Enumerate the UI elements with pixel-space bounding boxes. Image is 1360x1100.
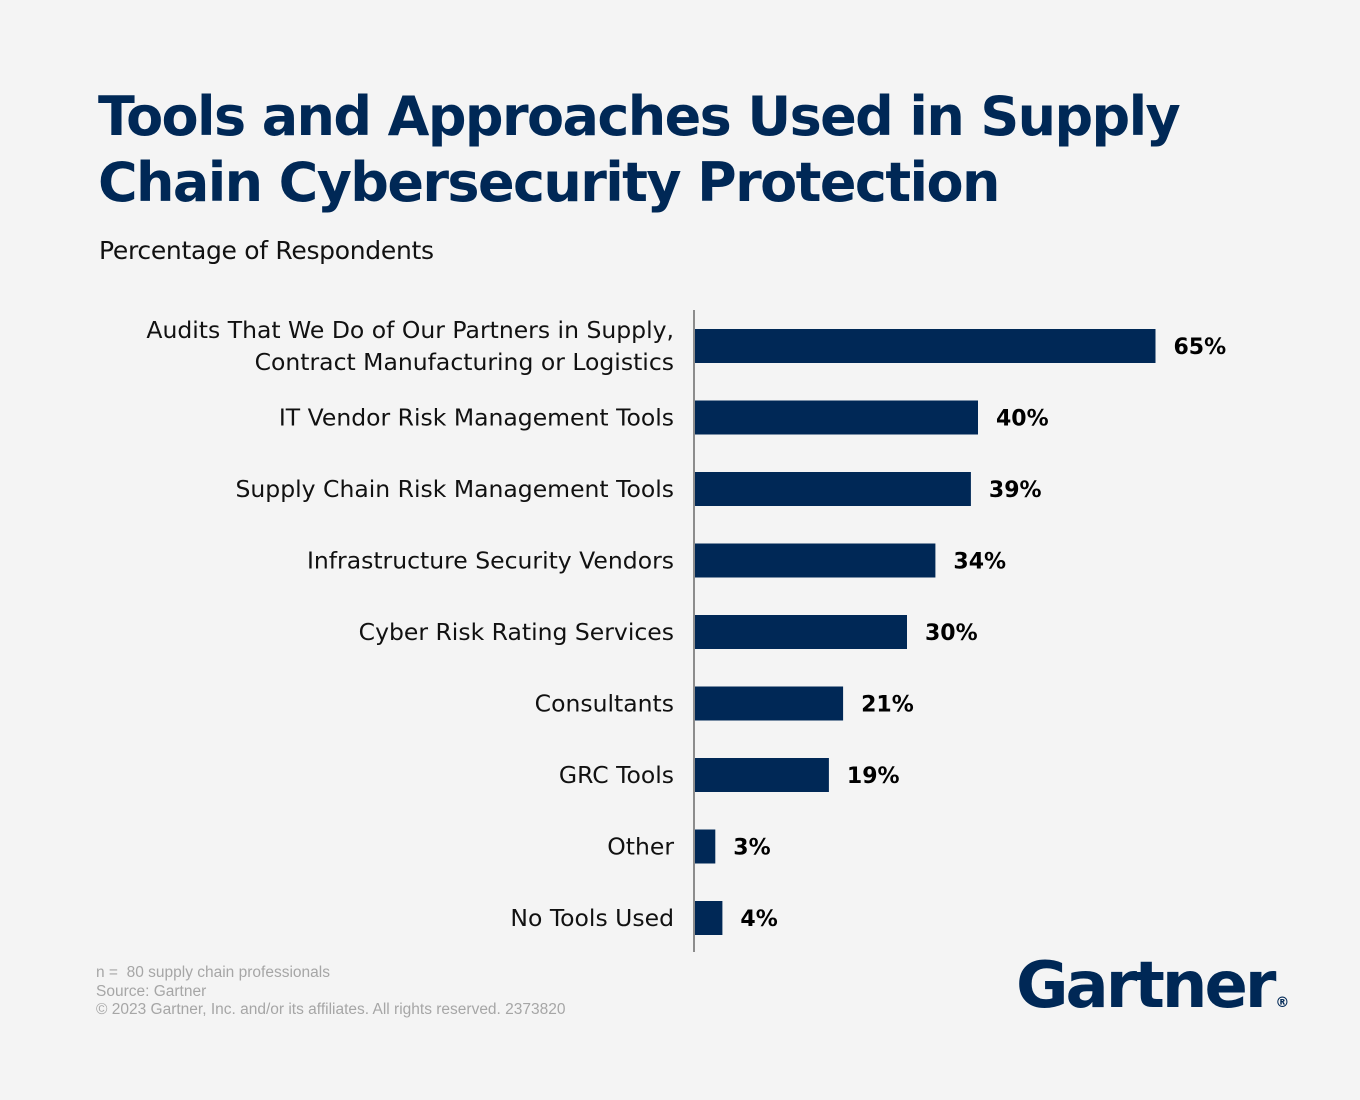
category-label: Supply Chain Risk Management Tools xyxy=(236,475,675,503)
registered-mark: ® xyxy=(1275,995,1290,1011)
category-label: Consultants xyxy=(535,690,674,718)
value-label: 65% xyxy=(1174,335,1227,360)
category-label: Audits That We Do of Our Partners in Sup… xyxy=(146,316,674,344)
chart-title: Tools and Approaches Used in Supply Chai… xyxy=(98,85,1181,214)
value-label: 39% xyxy=(989,478,1042,503)
bar xyxy=(694,686,844,721)
gartner-logo: Gartner ® xyxy=(1016,946,1289,1043)
footnote-sample-size: n = 80 supply chain professionals xyxy=(96,964,330,981)
category-label: GRC Tools xyxy=(559,761,674,789)
value-label: 34% xyxy=(953,550,1006,575)
footnote-source: Source: Gartner xyxy=(96,982,207,1000)
value-label: 40% xyxy=(996,407,1049,432)
bar xyxy=(694,400,978,435)
category-label: IT Vendor Risk Management Tools xyxy=(279,404,674,432)
footnotes: n = 80 supply chain professionals Source… xyxy=(96,964,566,1020)
category-label: Contract Manufacturing or Logistics xyxy=(255,348,674,376)
bar xyxy=(694,329,1156,363)
category-label: Other xyxy=(607,833,674,861)
category-label: Cyber Risk Rating Services xyxy=(359,618,674,646)
category-label: Infrastructure Security Vendors xyxy=(307,547,674,575)
value-label: 21% xyxy=(861,693,914,718)
bar xyxy=(694,829,716,864)
category-label: No Tools Used xyxy=(510,904,674,932)
chart-subtitle: Percentage of Respondents xyxy=(99,236,434,265)
footnote-copyright: © 2023 Gartner, Inc. and/or its affiliat… xyxy=(96,1001,566,1018)
value-label: 19% xyxy=(847,764,900,789)
bar xyxy=(694,615,907,649)
bar xyxy=(694,758,829,792)
bar xyxy=(694,901,723,935)
bar xyxy=(694,472,971,506)
value-label: 3% xyxy=(733,836,770,861)
value-label: 4% xyxy=(740,907,777,932)
value-label: 30% xyxy=(925,621,978,646)
logo-wordmark: Gartner xyxy=(1016,949,1276,1023)
bar xyxy=(694,543,936,578)
